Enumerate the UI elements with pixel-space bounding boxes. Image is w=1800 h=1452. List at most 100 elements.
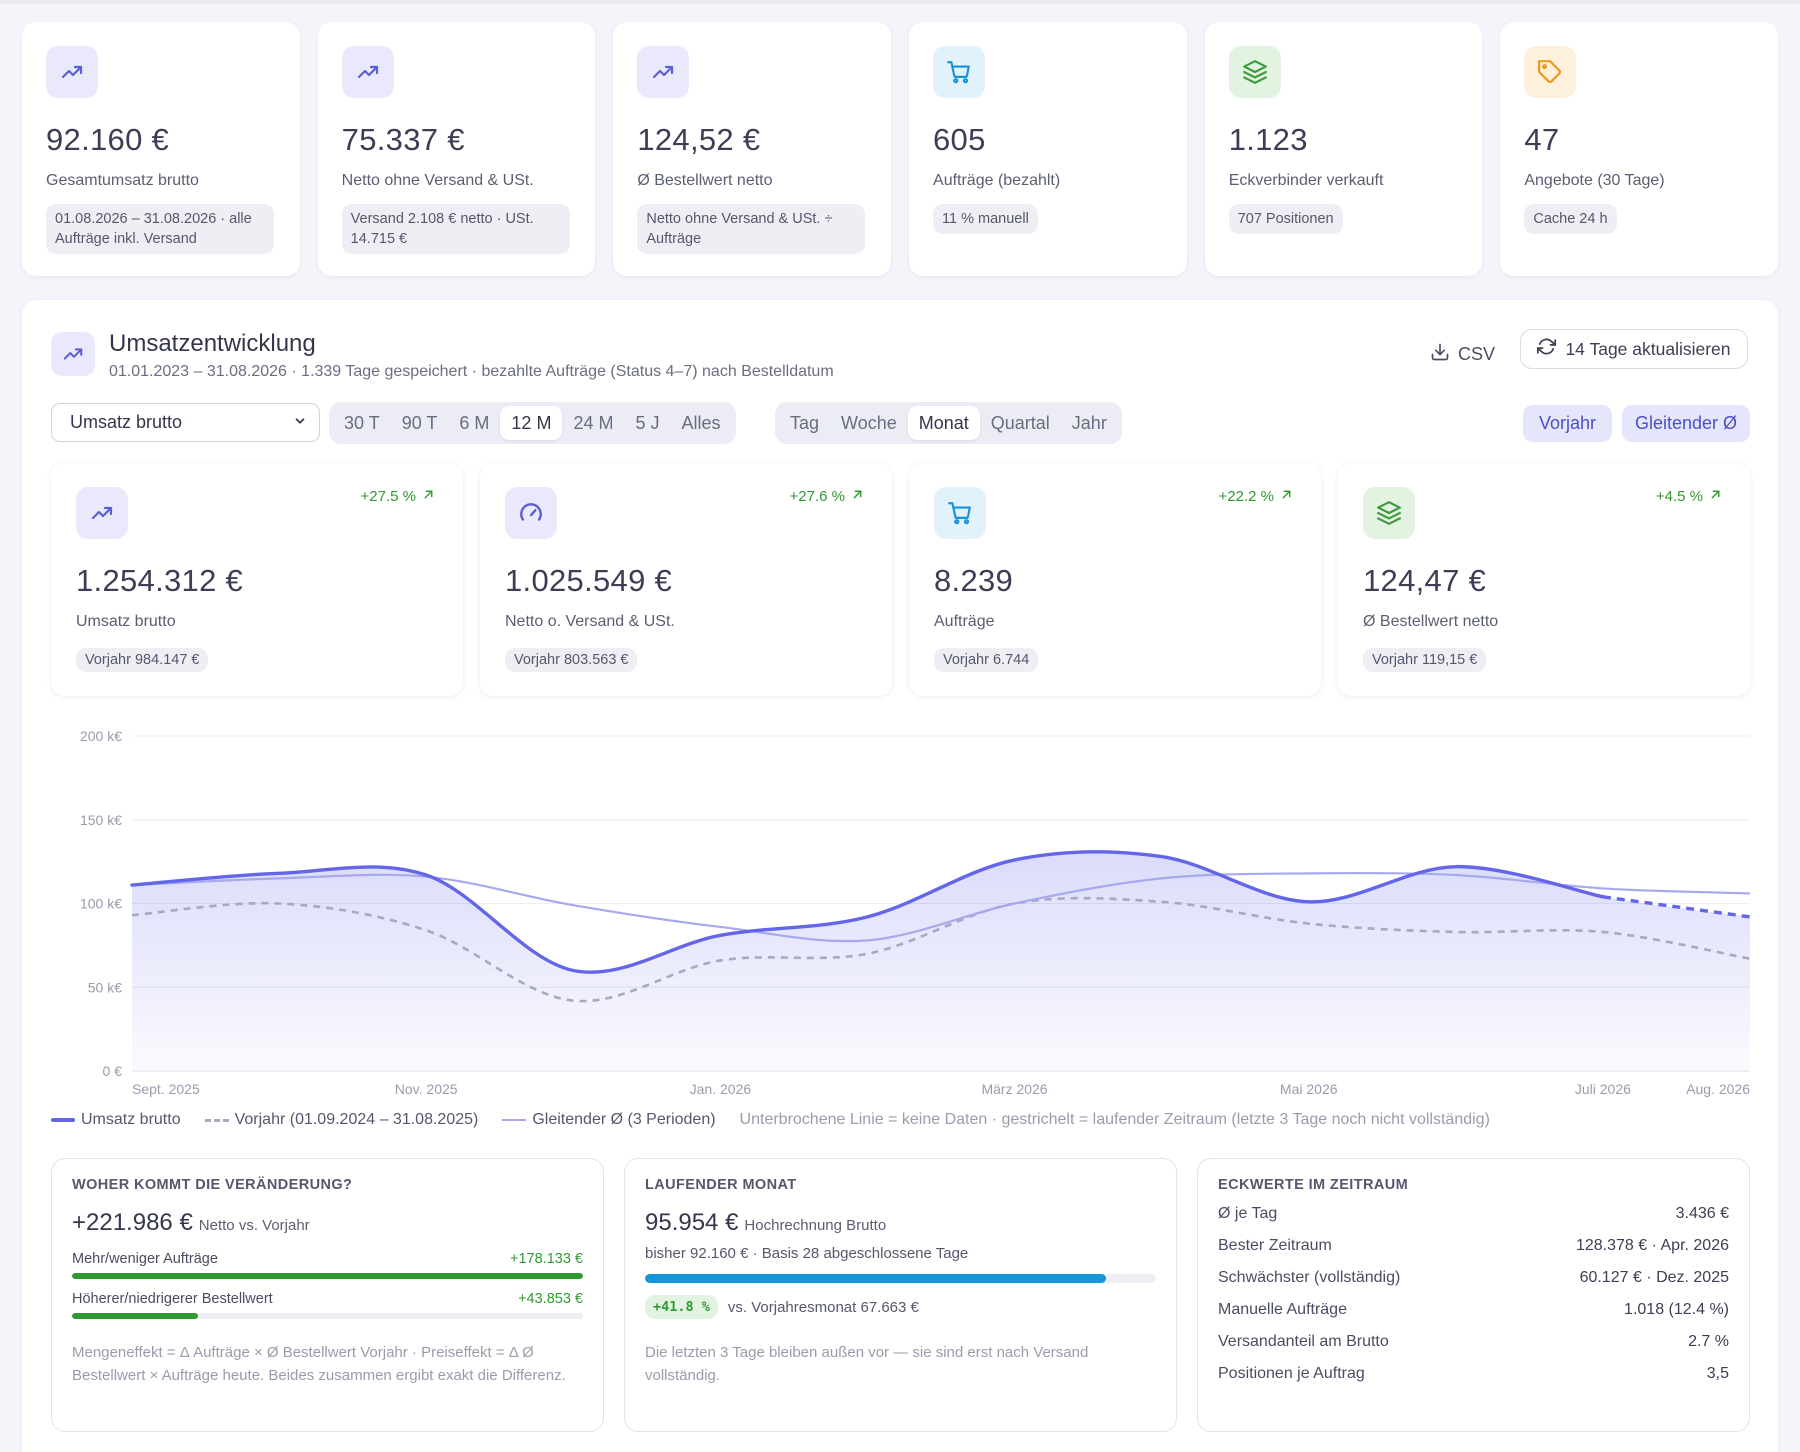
forecast-note: Hochrechnung Brutto <box>744 1217 887 1234</box>
stat-label: Ø Bestellwert netto <box>1363 613 1499 630</box>
top-edge <box>0 0 1800 4</box>
stat-delta-value: +4.5 % <box>1655 488 1703 505</box>
range-5y[interactable]: 5 J <box>635 412 660 433</box>
kpi-value: 605 <box>933 122 986 157</box>
range-6m[interactable]: 6 M <box>459 412 490 433</box>
refresh-icon <box>1537 337 1557 361</box>
granularity-quarter[interactable]: Quartal <box>990 412 1050 433</box>
kpi-label: Aufträge (bezahlt) <box>933 172 1061 189</box>
key-figure-row: Versandanteil am Brutto 2.7 % <box>1218 1333 1729 1351</box>
key-figure-label: Schwächster (vollständig) <box>1218 1269 1401 1286</box>
revenue-chart: 0 € 50 k€ 100 k€ 150 k€ 200 k€ Sept. 2025 Nov.… <box>80 728 1751 1097</box>
panel-title: Umsatzentwicklung <box>109 330 316 357</box>
effect-bar-track <box>72 1273 583 1279</box>
panel-subtitle: 01.01.2023 – 31.08.2026 · 1.339 Tage ges… <box>109 363 834 380</box>
kpi-value: 75.337 € <box>341 122 465 157</box>
range-12m[interactable]: 12 M <box>500 406 563 440</box>
y-tick-label: 50 k€ <box>88 979 122 995</box>
kpi-value: 1.123 <box>1228 122 1308 157</box>
stat-card-orders: +22.2 % 8.239 Aufträge Vorjahr 6.744 <box>909 463 1321 696</box>
granularity-day[interactable]: Tag <box>790 412 820 433</box>
stat-label: Aufträge <box>934 613 995 630</box>
refresh-button[interactable]: 14 Tage aktualisieren <box>1520 329 1748 369</box>
change-note: Netto vs. Vorjahr <box>198 1217 310 1234</box>
key-figure-label: Positionen je Auftrag <box>1218 1365 1365 1382</box>
granularity-month[interactable]: Monat <box>907 406 980 440</box>
arrow-up-right-icon <box>1709 488 1722 505</box>
effect-value: +178.133 € <box>510 1251 583 1267</box>
stat-delta-value: +27.5 % <box>360 488 416 505</box>
legend-item-revenue: Umsatz brutto <box>51 1111 181 1129</box>
csv-export-button[interactable]: CSV <box>1430 338 1495 370</box>
range-30d[interactable]: 30 T <box>344 412 380 433</box>
granularity-week[interactable]: Woche <box>841 412 897 433</box>
stat-label: Netto o. Versand & USt. <box>505 613 675 630</box>
effect-row: Mehr/weniger Aufträge +178.133 € <box>72 1251 583 1267</box>
month-progress-track <box>645 1274 1156 1283</box>
kpi-card-net: 75.337 € Netto ohne Versand & USt. Versa… <box>317 22 596 276</box>
key-figure-row: Bester Zeitraum 128.378 € · Apr. 2026 <box>1218 1237 1729 1255</box>
forecast-amount: 95.954 € <box>645 1209 739 1236</box>
month-progress-fill <box>645 1274 1107 1283</box>
chart-legend: Umsatz brutto Vorjahr (01.09.2024 – 31.0… <box>51 1111 1490 1129</box>
granularity-selector: Tag Woche Monat Quartal Jahr <box>775 402 1122 444</box>
y-tick-label: 150 k€ <box>80 812 122 828</box>
month-comparison: +41.8 % vs. Vorjahresmonat 67.663 € <box>645 1295 1156 1319</box>
kpi-note: 01.08.2026 – 31.08.2026 · alle Aufträge … <box>46 204 274 254</box>
stat-delta: +4.5 % <box>1656 488 1722 505</box>
month-forecast: 95.954 € Hochrechnung Brutto <box>645 1209 1156 1237</box>
kpi-note: Versand 2.108 € netto · USt. 14.715 € <box>341 204 570 254</box>
key-figure-value: 60.127 € · Dez. 2025 <box>1579 1269 1729 1286</box>
toggle-previous-year[interactable]: Vorjahr <box>1523 405 1612 442</box>
key-figure-row: Schwächster (vollständig) 60.127 € · Dez.… <box>1218 1269 1729 1287</box>
chart-note: Unterbrochene Linie = keine Daten · gest… <box>739 1111 1490 1128</box>
stat-delta: +22.2 % <box>1219 488 1293 505</box>
kpi-card-corner-connectors: 1.123 Eckverbinder verkauft 707 Position… <box>1204 22 1483 276</box>
chevron-down-icon <box>293 412 307 433</box>
series-line-previous-year <box>131 896 1751 1003</box>
card-title: LAUFENDER MONAT <box>645 1177 797 1193</box>
stat-previous: Vorjahr 6.744 <box>934 648 1039 672</box>
range-90d[interactable]: 90 T <box>401 412 438 433</box>
download-icon <box>1430 342 1450 367</box>
effect-bar-fill <box>72 1273 583 1279</box>
layers-icon <box>1363 487 1415 539</box>
range-all[interactable]: Alles <box>681 412 721 433</box>
gauge-icon <box>505 487 557 539</box>
stat-previous: Vorjahr 119,15 € <box>1363 648 1487 672</box>
kpi-note: 11 % manuell <box>933 204 1038 234</box>
trending-up-icon <box>637 46 690 98</box>
kpi-row: 92.160 € Gesamtumsatz brutto 01.08.2026 … <box>22 22 1779 276</box>
series-line-revenue-running <box>1602 895 1751 919</box>
range-24m[interactable]: 24 M <box>573 412 614 433</box>
legend-item-previous-year: Vorjahr (01.09.2024 – 31.08.2025) <box>204 1111 479 1129</box>
kpi-card-offers: 47 Angebote (30 Tage) Cache 24 h <box>1500 22 1779 276</box>
toggle-moving-average[interactable]: Gleitender Ø <box>1622 405 1750 442</box>
x-tick-label: Aug. 2026 <box>1686 1081 1750 1097</box>
x-tick-label: Mai 2026 <box>1280 1081 1338 1097</box>
kpi-card-avg-order: 124,52 € Ø Bestellwert netto Netto ohne … <box>613 22 892 276</box>
y-tick-label: 200 k€ <box>80 728 122 744</box>
metric-select[interactable]: Umsatz brutto <box>51 403 320 442</box>
stat-value: 124,47 € <box>1363 563 1487 598</box>
legend-label: Gleitender Ø (3 Perioden) <box>532 1111 716 1128</box>
month-basis: bisher 92.160 € · Basis 28 abgeschlossen… <box>645 1245 969 1262</box>
effect-label: Mehr/weniger Aufträge <box>72 1251 218 1267</box>
current-month-card: LAUFENDER MONAT 95.954 € Hochrechnung Bru… <box>624 1158 1177 1432</box>
series-line-moving-average <box>131 871 1751 943</box>
month-comparison-note: vs. Vorjahresmonat 67.663 € <box>727 1298 919 1316</box>
month-explanation: Die letzten 3 Tage bleiben außen vor — s… <box>645 1344 1089 1384</box>
y-tick-label: 0 € <box>103 1063 123 1079</box>
stat-value: 1.025.549 € <box>505 563 673 598</box>
granularity-year[interactable]: Jahr <box>1071 412 1107 433</box>
key-figure-value: 3,5 <box>1706 1365 1729 1382</box>
change-value: +221.986 € Netto vs. Vorjahr <box>72 1209 583 1237</box>
legend-label: Vorjahr (01.09.2024 – 31.08.2025) <box>234 1111 479 1128</box>
trending-up-icon <box>51 332 95 376</box>
effect-bar-fill <box>72 1313 198 1319</box>
x-tick-label: März 2026 <box>981 1081 1047 1097</box>
legend-item-moving-average: Gleitender Ø (3 Perioden) <box>502 1111 716 1129</box>
kpi-value: 92.160 € <box>46 122 170 157</box>
key-figure-value: 128.378 € · Apr. 2026 <box>1575 1237 1729 1254</box>
stat-label: Umsatz brutto <box>76 613 176 630</box>
